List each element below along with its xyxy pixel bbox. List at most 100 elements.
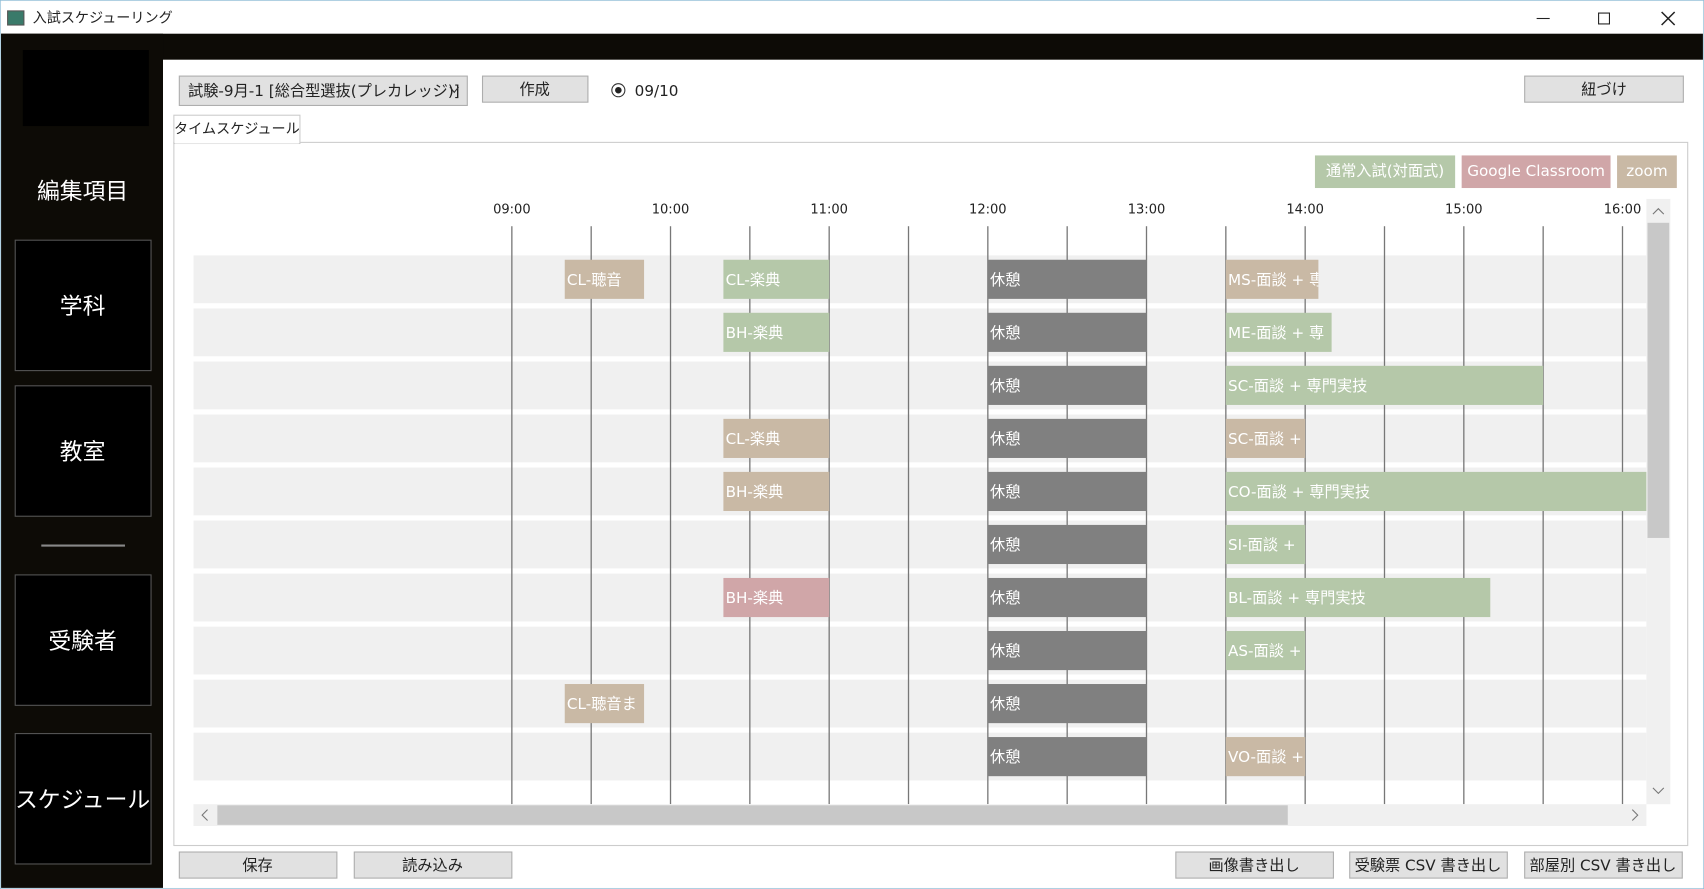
- sidebar-heading: 編集項目: [37, 179, 128, 205]
- time-label: 12:00: [969, 202, 1007, 217]
- time-label: 15:00: [1445, 202, 1483, 217]
- schedule-block[interactable]: [1225, 365, 1544, 405]
- footer-button[interactable]: [353, 851, 513, 879]
- close[interactable]: [1661, 11, 1676, 26]
- block-label: BH-楽典: [726, 483, 784, 501]
- schedule-block[interactable]: [987, 524, 1147, 565]
- schedule-block[interactable]: [723, 312, 830, 352]
- tab-label: タイムスケジュール: [174, 121, 300, 137]
- block-label: 休憩: [990, 589, 1020, 607]
- schedule-block[interactable]: [987, 630, 1147, 671]
- block-label: 休憩: [990, 642, 1020, 660]
- legend-label: 通常入試(対面式): [1326, 162, 1444, 180]
- time-label: 16:00: [1604, 202, 1642, 217]
- schedule-block[interactable]: [987, 312, 1147, 352]
- app-icon: [7, 10, 25, 26]
- nav-label: スケジュール: [15, 787, 150, 813]
- block-label: CL-楽典: [726, 271, 781, 289]
- row-band: [193, 626, 1647, 675]
- row-band: [193, 255, 1647, 304]
- schedule-block[interactable]: [723, 471, 830, 512]
- time-label: 13:00: [1128, 202, 1166, 217]
- schedule-block[interactable]: [987, 737, 1147, 777]
- footer-label: 保存: [242, 857, 272, 875]
- restore[interactable]: [1598, 12, 1610, 25]
- footer-label: 部屋別 CSV 書き出し: [1530, 857, 1677, 875]
- nav-button[interactable]: [14, 574, 152, 706]
- schedule-block[interactable]: [723, 259, 830, 299]
- title-bar: [1, 1, 1703, 34]
- time-label: 10:00: [652, 202, 690, 217]
- block-label: SC-面談 + 専門実技: [1228, 377, 1367, 395]
- nav-button[interactable]: [14, 733, 152, 865]
- footer-label: 読み込み: [402, 857, 463, 875]
- h-scroll-thumb[interactable]: [217, 805, 1288, 825]
- window-title: 入試スケジューリング: [33, 11, 173, 27]
- block-label: BH-楽典: [726, 589, 784, 607]
- date-label: 09/10: [635, 82, 679, 100]
- exam-select-text: 試験-9月-1 [総合型選抜(プレカレッジ)]: [188, 82, 460, 100]
- link-label: 紐づけ: [1581, 81, 1627, 99]
- schedule-block[interactable]: [1225, 312, 1332, 352]
- nav-label: 学科: [60, 294, 106, 320]
- time-label: 09:00: [493, 202, 531, 217]
- nav-label: 受験者: [48, 629, 116, 655]
- schedule-block[interactable]: [987, 684, 1147, 724]
- block-label: SC-面談 +: [1228, 430, 1302, 448]
- schedule-block[interactable]: [1225, 471, 1702, 512]
- schedule-block[interactable]: [1225, 259, 1319, 299]
- v-scroll-thumb[interactable]: [1647, 222, 1670, 538]
- schedule-block[interactable]: [564, 259, 645, 299]
- v-scroll-arrows: [1652, 207, 1665, 795]
- block-label: CL-聴音ま: [567, 695, 637, 713]
- block-label: 休憩: [990, 430, 1020, 448]
- tab[interactable]: [173, 114, 301, 145]
- row-band: [193, 732, 1647, 781]
- footer-button[interactable]: [1524, 851, 1683, 879]
- nav-button[interactable]: [14, 385, 152, 517]
- block-label: 休憩: [990, 271, 1020, 289]
- block-label: SI-面談 +: [1228, 536, 1296, 554]
- schedule-block[interactable]: [1225, 418, 1306, 458]
- row-band: [193, 308, 1647, 357]
- schedule-block[interactable]: [564, 684, 645, 724]
- create-button[interactable]: [481, 75, 589, 103]
- block-label: 休憩: [990, 748, 1020, 766]
- block-label: BH-楽典: [726, 324, 784, 342]
- nav-label: 教室: [60, 440, 106, 466]
- block-label: 休憩: [990, 377, 1020, 395]
- legend-swatch: [1314, 155, 1456, 189]
- footer-button[interactable]: [1349, 851, 1508, 879]
- schedule-block[interactable]: [987, 365, 1147, 405]
- schedule-block[interactable]: [723, 577, 830, 618]
- footer-button[interactable]: [178, 851, 338, 879]
- nav-button[interactable]: [14, 239, 152, 372]
- block-label: BL-面談 + 専門実技: [1228, 589, 1366, 607]
- logo: [22, 50, 149, 127]
- schedule-block[interactable]: [1225, 630, 1306, 671]
- schedule-block[interactable]: [987, 471, 1147, 512]
- legend-swatch: [1617, 155, 1677, 189]
- schedule-block[interactable]: [1225, 737, 1306, 777]
- block-label: 休憩: [990, 324, 1020, 342]
- link-button[interactable]: [1524, 75, 1684, 103]
- block-label: 休憩: [990, 695, 1020, 713]
- schedule-block[interactable]: [1225, 577, 1491, 618]
- dropdown-arrow: [449, 86, 460, 94]
- block-label: CL-聴音: [567, 271, 622, 289]
- h-scroll-arrows: [201, 809, 1639, 821]
- schedule-block[interactable]: [987, 577, 1147, 618]
- exam-select[interactable]: [178, 75, 468, 106]
- block-label: CL-楽典: [726, 430, 781, 448]
- block-label: MS-面談 + 専: [1228, 271, 1324, 289]
- schedule-block[interactable]: [987, 418, 1147, 458]
- schedule-block[interactable]: [723, 418, 830, 458]
- schedule-block[interactable]: [987, 259, 1147, 299]
- legend-label: Google Classroom: [1467, 162, 1605, 180]
- legend-swatch: [1461, 155, 1611, 189]
- schedule-block[interactable]: [1225, 524, 1306, 565]
- time-label: 14:00: [1286, 202, 1324, 217]
- footer-label: 受験票 CSV 書き出し: [1355, 857, 1502, 875]
- footer-button[interactable]: [1175, 851, 1334, 879]
